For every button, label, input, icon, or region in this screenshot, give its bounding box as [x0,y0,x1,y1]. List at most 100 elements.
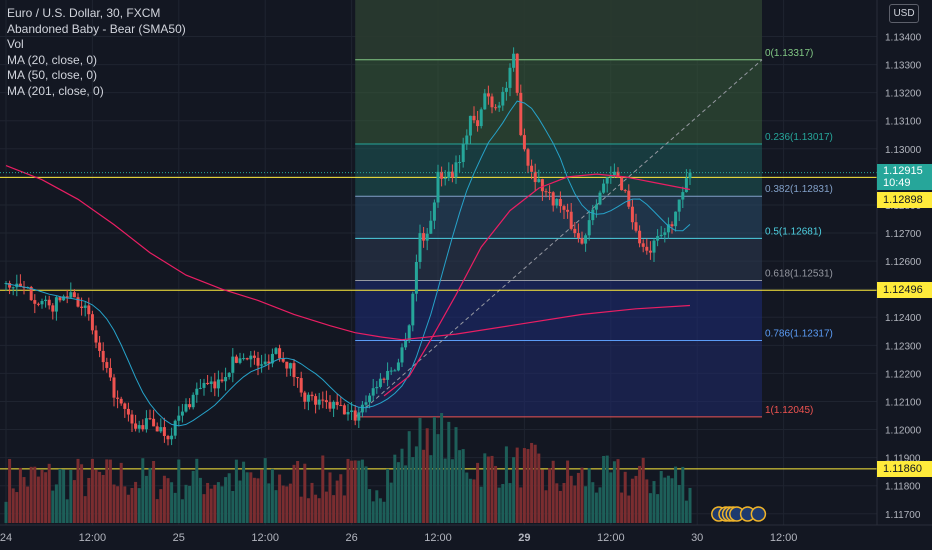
volume-bar [249,472,253,523]
price-tick-label: 1.13200 [885,89,922,100]
volume-bar [684,500,688,523]
volume-bar [465,472,469,523]
candle-body [587,220,591,236]
volume-bar [357,460,361,523]
volume-bar [526,449,530,523]
volume-bar [602,455,606,523]
fib-zone [355,59,762,145]
candle-body [519,92,523,136]
volume-bar [580,467,584,523]
candle-body [321,399,325,401]
candle-body [674,211,678,227]
candle-body [29,286,33,301]
volume-bar [555,483,559,523]
candle-body [468,115,472,136]
candle-body [119,398,123,404]
candle-body [580,238,584,244]
volume-bar [44,472,48,523]
volume-bar [432,417,436,523]
volume-bar [436,434,440,523]
volume-bar [566,460,570,523]
volume-bar [267,483,271,523]
legend-symbol[interactable]: Euro / U.S. Dollar, 30, FXCM [7,6,161,20]
volume-bar [76,458,80,523]
legend-volume[interactable]: Vol [7,37,24,52]
bar-countdown: 10:49 [883,177,911,189]
volume-bar [332,495,336,523]
candle-body [566,209,570,212]
volume-bar [443,458,447,523]
candle-body [339,405,343,407]
volume-bar [548,467,552,523]
candle-body [296,377,300,379]
volume-bar [188,485,192,523]
candle-body [368,395,372,403]
candle-body [134,423,138,429]
volume-bar [184,484,188,523]
volume-bar [364,466,368,523]
volume-bar [512,457,516,523]
candle-body [638,230,642,244]
volume-bar [162,475,166,523]
candle-body [306,394,310,402]
candle-body [105,362,109,368]
candle-body [425,233,429,241]
candle-body [155,426,159,432]
current-price-tag: 1.12915 10:49 [877,164,932,190]
candle-body [551,192,555,206]
candle-body [688,172,692,179]
candle-body [620,177,624,191]
candle-body [382,378,386,380]
volume-bar [83,496,87,523]
legend-ma201[interactable]: MA (201, close, 0) [7,83,104,98]
volume-bar [429,455,433,523]
candle-body [108,367,112,378]
current-price-label: 1.12915 [883,165,923,177]
legend-pattern-indicator[interactable]: Abandoned Baby - Bear (SMA50) [7,21,186,36]
candle-body [486,93,490,97]
candle-body [605,177,609,184]
fib-level-label: 0.618(1.12531) [765,268,833,279]
volume-bar [299,496,303,523]
volume-bar [335,480,339,523]
volume-bar [11,488,15,523]
fib-trend-line [354,59,763,418]
volume-bar [540,469,544,523]
candle-body [130,414,134,424]
volume-bar [134,481,138,523]
currency-selector[interactable]: USD [889,4,919,23]
ma20-line [5,100,691,427]
candle-body [508,67,512,88]
volume-bar [533,444,537,523]
volume-bar [126,494,130,523]
volume-bar [562,483,566,523]
candle-body [407,325,411,342]
candle-body [670,224,674,227]
candle-body [65,296,69,298]
legend-ma50[interactable]: MA (50, close, 0) [7,68,98,83]
candle-body [346,412,350,415]
candle-body [51,305,55,312]
fib-zone-top [355,0,762,60]
volume-bar [458,450,462,523]
volume-bar [501,484,505,523]
volume-bar [551,460,555,523]
volume-bar [321,455,325,523]
volume-bar [317,498,321,523]
volume-bar [231,490,235,523]
candle-body [515,53,519,93]
candle-body [609,175,613,178]
volume-bar [598,487,602,523]
volume-bar [101,474,105,523]
candle-body [656,236,660,241]
volume-bar [130,487,134,523]
candle-body [249,355,253,360]
legend-ma20[interactable]: MA (20, close, 0) [7,52,98,67]
time-tick-label: 12:00 [424,532,452,544]
volume-bar [530,442,534,523]
candle-body [465,135,469,145]
candle-body [422,233,426,241]
candle-body [198,387,202,389]
candle-body [288,363,292,369]
